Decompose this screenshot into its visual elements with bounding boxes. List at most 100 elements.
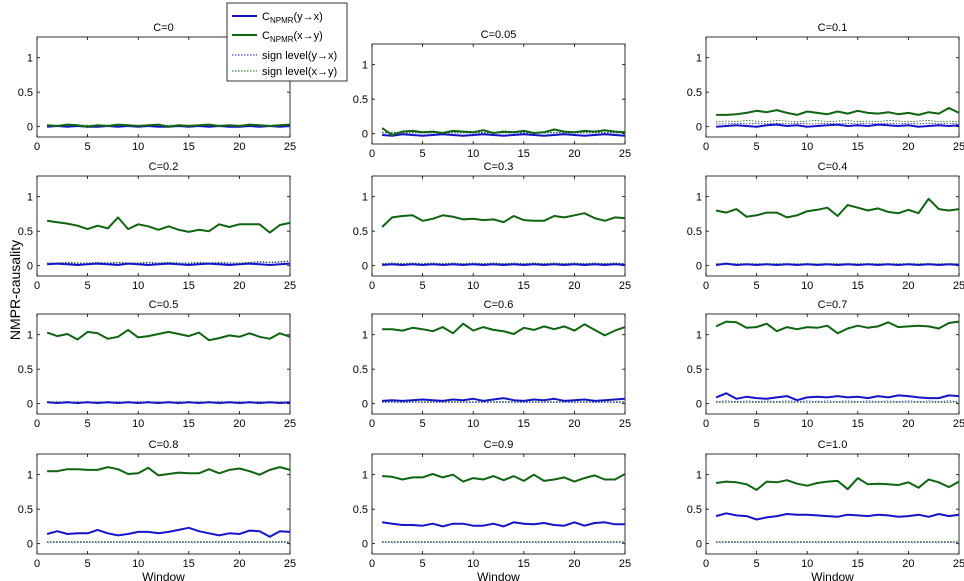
x-tick-label: 25 <box>284 558 296 570</box>
x-tick-label: 15 <box>183 280 195 292</box>
panel-C=0.9: C=0.9 0 5 10 15 20 25 0 0.5 1 Window <box>353 439 631 581</box>
panel-title: C=0.6 <box>484 299 514 311</box>
x-tick-label: 10 <box>467 148 479 160</box>
y-tick-label: 0.5 <box>18 226 33 238</box>
x-tick-label: 10 <box>801 280 813 292</box>
x-tick-label: 5 <box>754 558 760 570</box>
series-cnpmr-yx <box>715 512 960 521</box>
x-tick-label: 5 <box>420 148 426 160</box>
axes-box <box>705 453 960 555</box>
series-cnpmr-xy <box>382 473 626 483</box>
x-tick-label: 25 <box>619 418 631 430</box>
panel-title: C=0.1 <box>818 22 848 34</box>
panel-title: C=1.0 <box>818 439 848 451</box>
y-tick-label: 0 <box>696 122 702 134</box>
y-tick-label: 1 <box>362 470 368 482</box>
x-tick-label: 20 <box>902 558 914 570</box>
y-tick-label: 0 <box>696 261 702 273</box>
x-tick-label: 15 <box>852 280 864 292</box>
series-cnpmr-xy <box>381 212 626 228</box>
x-tick-label: 0 <box>369 418 375 430</box>
panel-C=0.7: C=0.7 0 5 10 15 20 25 0 0.5 1 <box>687 299 964 430</box>
x-tick-label: 10 <box>132 558 144 570</box>
panel-C=0.2: C=0.2 0 5 10 15 20 25 0 0.5 1 <box>18 161 296 292</box>
series-cnpmr-xy <box>47 466 291 477</box>
x-tick-label: 10 <box>801 141 813 153</box>
x-tick-label: 20 <box>233 141 245 153</box>
x-tick-label: 25 <box>619 558 631 570</box>
panel-C=0: C=0 0 5 10 15 20 25 0 0.5 1 <box>18 22 296 153</box>
series-cnpmr-xy <box>715 320 960 335</box>
x-tick-label: 15 <box>518 418 530 430</box>
y-tick-label: 0.5 <box>687 226 702 238</box>
x-tick-label: 20 <box>568 148 580 160</box>
panel-title: C=0.4 <box>818 161 848 173</box>
y-tick-label: 1 <box>362 192 368 204</box>
panel-title: C=0.05 <box>481 29 517 41</box>
series-cnpmr-xy <box>381 127 626 136</box>
y-tick-label: 0 <box>362 539 368 551</box>
series-cnpmr-yx <box>382 263 626 266</box>
y-tick-label: 0 <box>362 399 368 411</box>
x-tick-label: 0 <box>34 280 40 292</box>
axes-box <box>705 313 960 415</box>
x-tick-label: 15 <box>518 558 530 570</box>
x-tick-label: 20 <box>902 141 914 153</box>
x-tick-label: 5 <box>420 280 426 292</box>
x-tick-label: 25 <box>953 418 964 430</box>
x-tick-label: 5 <box>754 418 760 430</box>
x-tick-label: 0 <box>369 280 375 292</box>
y-tick-label: 1 <box>696 192 702 204</box>
y-tick-label: 0.5 <box>353 226 368 238</box>
panel-title: C=0.5 <box>149 299 179 311</box>
x-axis-label: Window <box>477 570 520 581</box>
x-tick-label: 20 <box>233 418 245 430</box>
axes-box <box>371 453 626 555</box>
panel-title: C=0 <box>153 22 174 34</box>
x-tick-label: 15 <box>852 141 864 153</box>
x-tick-label: 20 <box>902 280 914 292</box>
panel-title: C=0.9 <box>484 439 514 451</box>
series-cnpmr-xy <box>46 328 291 342</box>
panel-C=0.6: C=0.6 0 5 10 15 20 25 0 0.5 1 <box>353 299 631 430</box>
series-cnpmr-yx <box>715 392 960 402</box>
y-tick-label: 0.5 <box>18 504 33 516</box>
axes-box <box>36 175 291 277</box>
panel-title: C=0.7 <box>818 299 848 311</box>
x-tick-label: 25 <box>284 141 296 153</box>
y-tick-label: 1 <box>696 53 702 65</box>
y-tick-label: 0.5 <box>687 364 702 376</box>
x-tick-label: 10 <box>467 280 479 292</box>
x-tick-label: 0 <box>34 558 40 570</box>
series-cnpmr-yx <box>716 123 960 128</box>
x-tick-label: 5 <box>85 558 91 570</box>
panel-C=0.05: C=0.05 0 5 10 15 20 25 0 0.5 1 <box>353 29 631 160</box>
y-tick-label: 0.5 <box>353 94 368 106</box>
x-tick-label: 20 <box>568 558 580 570</box>
y-tick-label: 0 <box>696 399 702 411</box>
series-sign-level-xy <box>47 260 291 264</box>
y-tick-label: 0.5 <box>353 364 368 376</box>
y-axis-label: NMPR-causality <box>7 240 23 340</box>
x-tick-label: 15 <box>183 418 195 430</box>
y-tick-label: 0 <box>27 539 33 551</box>
series-cnpmr-yx <box>46 526 291 538</box>
x-tick-label: 10 <box>467 558 479 570</box>
axes-box <box>36 36 291 138</box>
x-tick-label: 25 <box>953 558 964 570</box>
panel-C=0.8: C=0.8 0 5 10 15 20 25 0 0.5 1 Window <box>18 439 296 581</box>
x-tick-label: 10 <box>132 280 144 292</box>
x-tick-label: 0 <box>369 148 375 160</box>
legend-label: sign level(x→y) <box>262 66 337 78</box>
y-tick-label: 0 <box>362 129 368 141</box>
x-tick-label: 0 <box>34 418 40 430</box>
x-tick-label: 15 <box>852 418 864 430</box>
y-tick-label: 1 <box>362 330 368 342</box>
x-tick-label: 15 <box>183 558 195 570</box>
x-tick-label: 0 <box>34 141 40 153</box>
y-tick-label: 0 <box>27 399 33 411</box>
x-tick-label: 10 <box>132 141 144 153</box>
x-tick-label: 5 <box>85 280 91 292</box>
